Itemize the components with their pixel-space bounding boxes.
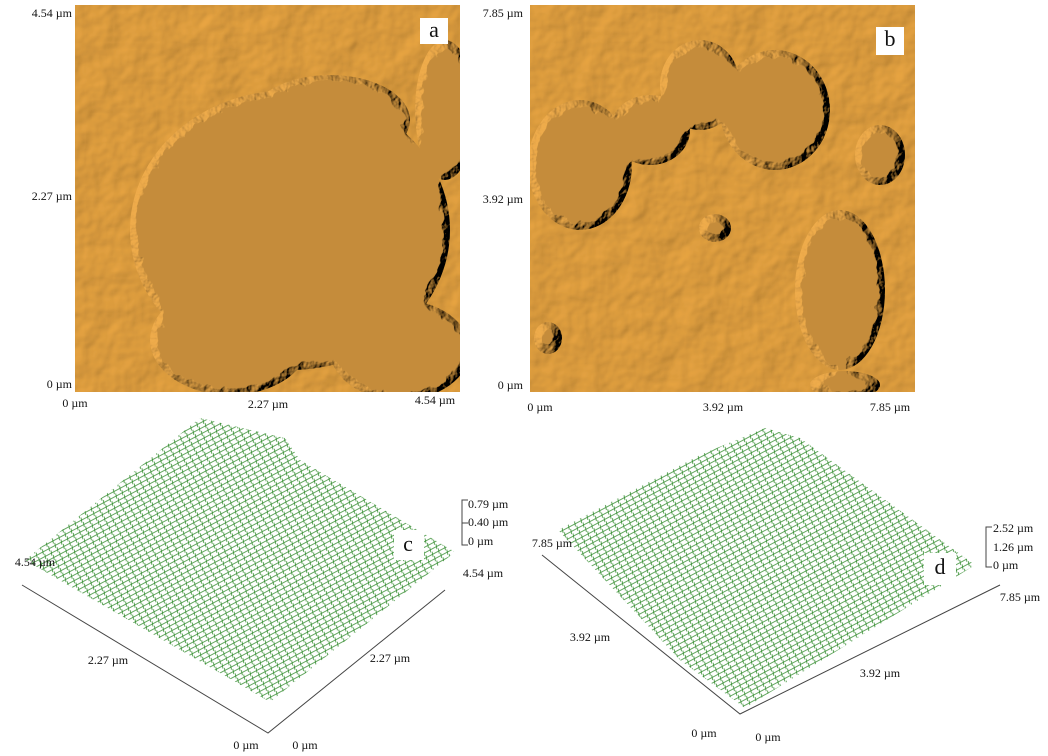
x-label: 4.54 µm: [415, 393, 456, 407]
axis-label: 7.85 µm: [1000, 590, 1041, 604]
panel-label: a: [429, 17, 439, 42]
panel-c: c 0.79 µm 0.40 µm 0 µm 4.54 µm 2.27 µm 0…: [15, 418, 509, 752]
y-label: 4.54 µm: [32, 6, 73, 20]
z-label: 0 µm: [468, 534, 494, 548]
axis-label: 7.85 µm: [532, 536, 573, 550]
z-label: 2.52 µm: [993, 521, 1034, 535]
axis-label: 0 µm: [292, 738, 318, 752]
z-label: 0 µm: [993, 558, 1019, 572]
axis-label: 4.54 µm: [463, 566, 504, 580]
x-label: 0 µm: [62, 396, 88, 410]
z-label: 1.26 µm: [993, 540, 1034, 554]
panel-d: d 2.52 µm 1.26 µm 0 µm 7.85 µm 3.92 µm 0…: [532, 428, 1041, 744]
panel-b: b 7.85 µm 3.92 µm 0 µm 0 µm 3.92 µm 7.85…: [483, 5, 915, 414]
y-label: 2.27 µm: [32, 189, 73, 203]
x-label: 0 µm: [527, 400, 553, 414]
axis-label: 4.54 µm: [15, 555, 56, 569]
axis-label: 3.92 µm: [860, 666, 901, 680]
x-label: 2.27 µm: [248, 397, 289, 411]
x-label: 3.92 µm: [703, 400, 744, 414]
y-label: 0 µm: [47, 377, 73, 391]
panel-label: c: [403, 531, 413, 556]
axis-label: 2.27 µm: [88, 653, 129, 667]
z-scale: [986, 527, 992, 567]
y-label: 3.92 µm: [483, 192, 524, 206]
axis-label: 3.92 µm: [570, 630, 611, 644]
surface-mesh: [558, 428, 975, 708]
z-label: 0.40 µm: [468, 515, 509, 529]
figure: a 4.54 µm 2.27 µm 0 µm 0 µm 2.27 µm 4.54…: [0, 0, 1048, 756]
axis-label: 0 µm: [691, 726, 717, 740]
axis-label: 0 µm: [755, 730, 781, 744]
y-label: 7.85 µm: [483, 6, 524, 20]
z-label: 0.79 µm: [468, 497, 509, 511]
axis-label: 0 µm: [233, 738, 259, 752]
panel-a: a 4.54 µm 2.27 µm 0 µm 0 µm 2.27 µm 4.54…: [32, 5, 475, 411]
axis-label: 2.27 µm: [370, 651, 411, 665]
panel-label: d: [935, 554, 946, 579]
panel-label: b: [885, 26, 896, 51]
x-label: 7.85 µm: [870, 400, 911, 414]
y-label: 0 µm: [498, 378, 524, 392]
